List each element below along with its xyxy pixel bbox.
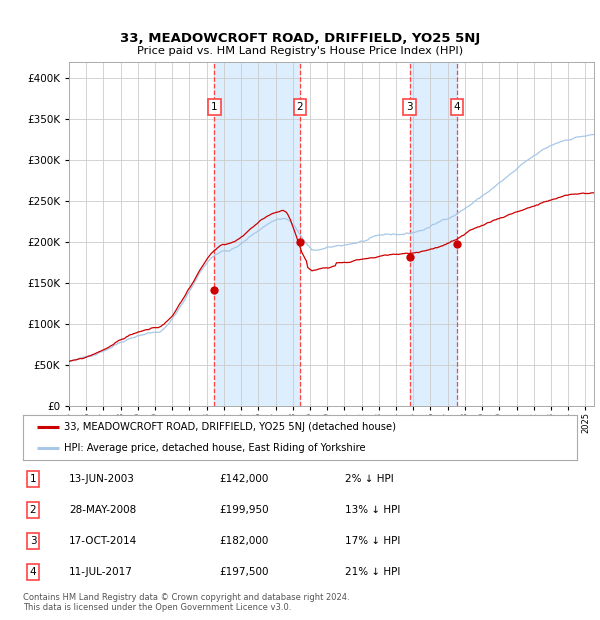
Text: 2% ↓ HPI: 2% ↓ HPI <box>345 474 394 484</box>
Text: Price paid vs. HM Land Registry's House Price Index (HPI): Price paid vs. HM Land Registry's House … <box>137 46 463 56</box>
Text: HPI: Average price, detached house, East Riding of Yorkshire: HPI: Average price, detached house, East… <box>64 443 366 453</box>
Text: 17-OCT-2014: 17-OCT-2014 <box>69 536 137 546</box>
Text: 3: 3 <box>406 102 413 112</box>
Text: 21% ↓ HPI: 21% ↓ HPI <box>345 567 400 577</box>
Text: This data is licensed under the Open Government Licence v3.0.: This data is licensed under the Open Gov… <box>23 603 291 612</box>
Text: 28-MAY-2008: 28-MAY-2008 <box>69 505 136 515</box>
Text: 13% ↓ HPI: 13% ↓ HPI <box>345 505 400 515</box>
Text: Contains HM Land Registry data © Crown copyright and database right 2024.: Contains HM Land Registry data © Crown c… <box>23 593 349 602</box>
Text: 11-JUL-2017: 11-JUL-2017 <box>69 567 133 577</box>
Text: 3: 3 <box>29 536 37 546</box>
Text: 4: 4 <box>29 567 37 577</box>
Text: 17% ↓ HPI: 17% ↓ HPI <box>345 536 400 546</box>
Text: £142,000: £142,000 <box>219 474 268 484</box>
Bar <box>410 62 457 406</box>
Bar <box>214 62 300 406</box>
Text: £199,950: £199,950 <box>219 505 269 515</box>
Text: 1: 1 <box>211 102 218 112</box>
Text: 33, MEADOWCROFT ROAD, DRIFFIELD, YO25 5NJ: 33, MEADOWCROFT ROAD, DRIFFIELD, YO25 5N… <box>120 32 480 45</box>
Text: 2: 2 <box>29 505 37 515</box>
Text: 13-JUN-2003: 13-JUN-2003 <box>69 474 135 484</box>
Text: £182,000: £182,000 <box>219 536 268 546</box>
Text: 2: 2 <box>296 102 303 112</box>
Text: 1: 1 <box>29 474 37 484</box>
Text: 33, MEADOWCROFT ROAD, DRIFFIELD, YO25 5NJ (detached house): 33, MEADOWCROFT ROAD, DRIFFIELD, YO25 5N… <box>64 422 397 433</box>
Text: £197,500: £197,500 <box>219 567 269 577</box>
Text: 4: 4 <box>454 102 460 112</box>
